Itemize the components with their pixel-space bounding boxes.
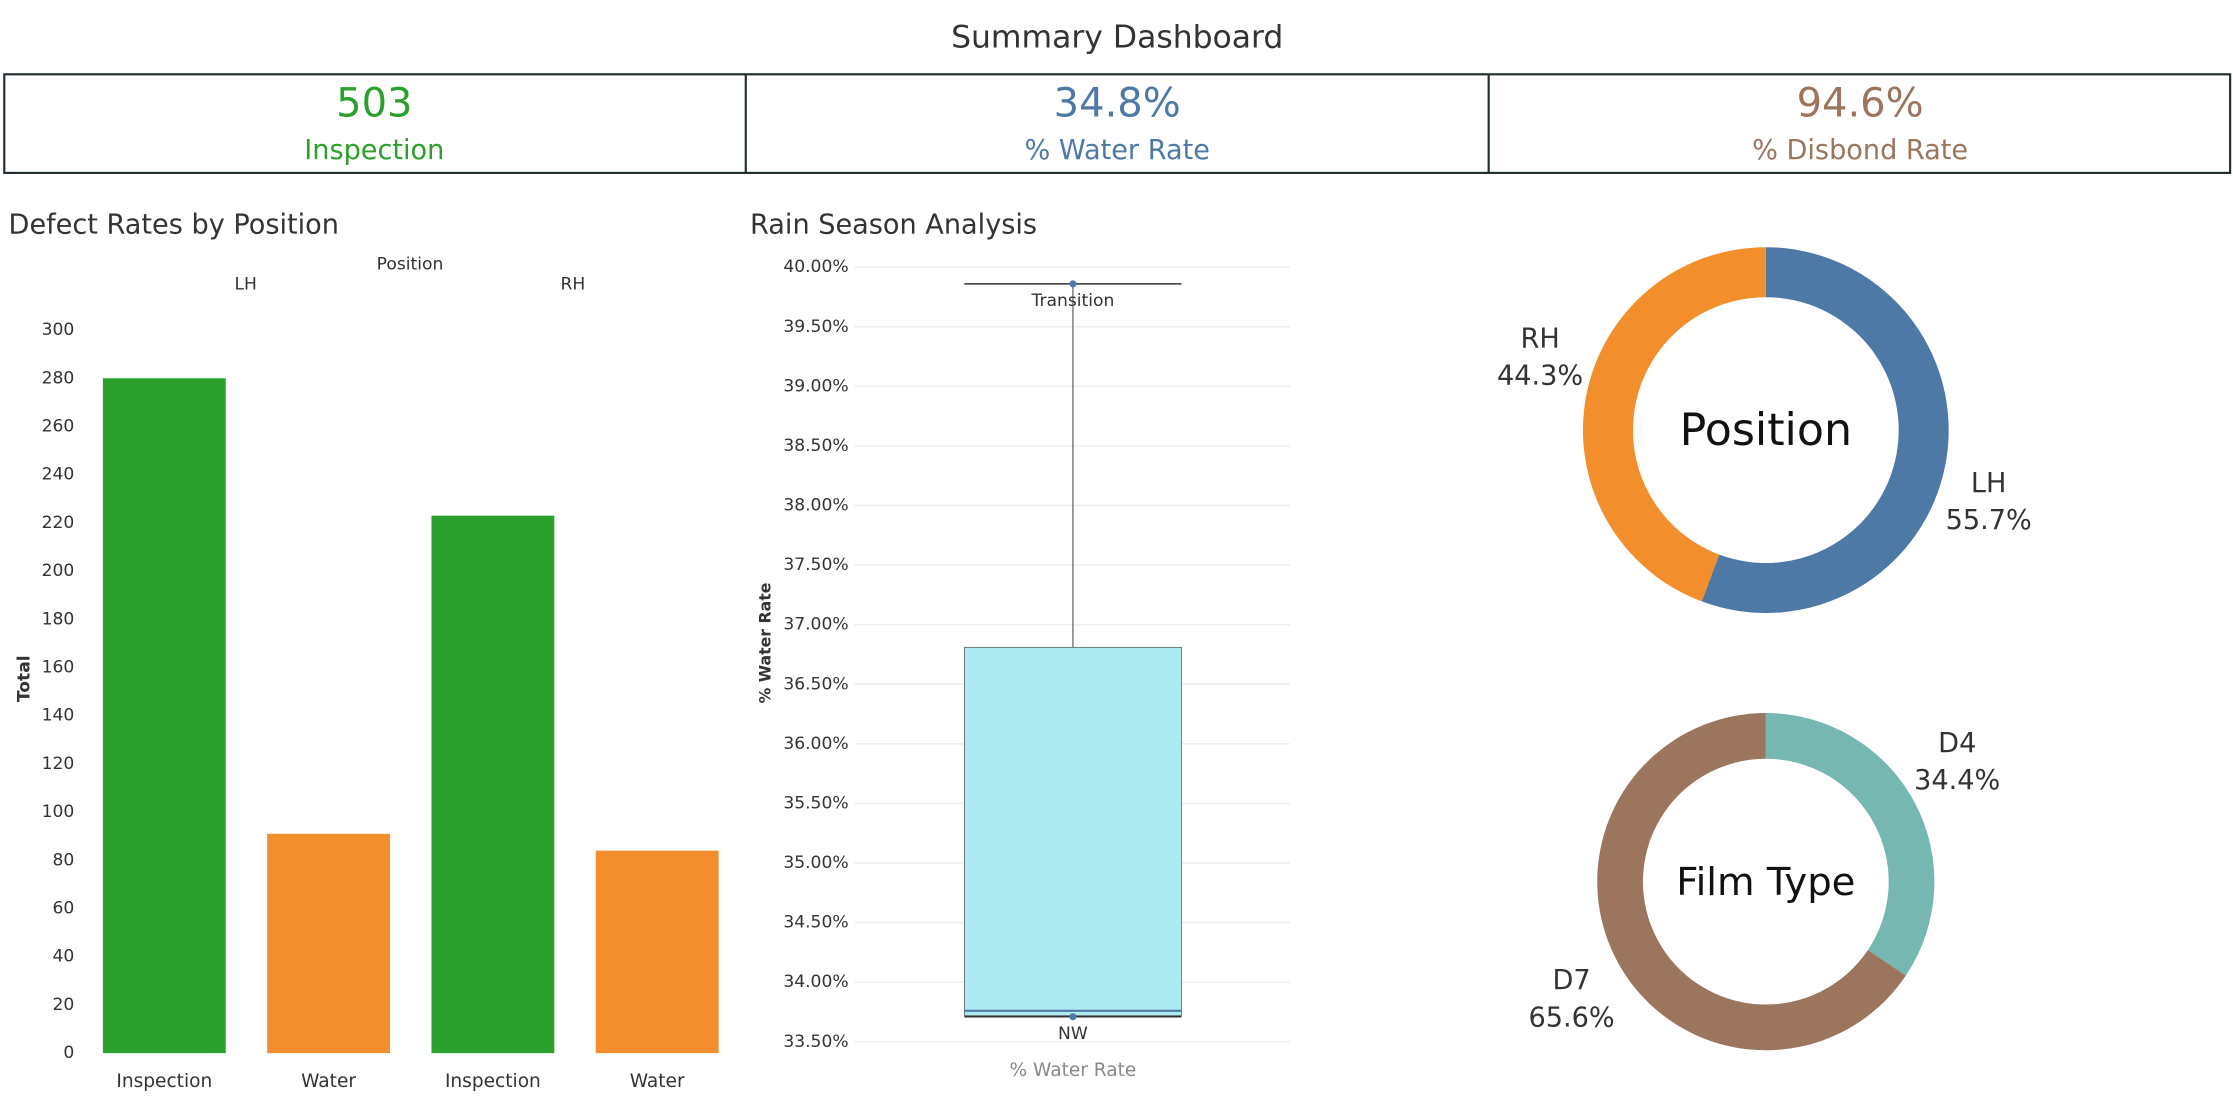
point — [1069, 1013, 1077, 1021]
y-tick-label: 38.00% — [783, 496, 848, 516]
slice-value: 55.7% — [1946, 505, 2032, 536]
dashboard-title: Summary Dashboard — [951, 20, 1283, 56]
donut-slice — [1597, 713, 1906, 1051]
point-label: NW — [1058, 1024, 1088, 1044]
y-tick-label: 80 — [52, 850, 74, 870]
kpi-value: 503 — [336, 81, 412, 127]
kpi-label: % Water Rate — [1025, 135, 1210, 166]
point-label: Transition — [1031, 291, 1115, 311]
chart-title: Defect Rates by Position — [9, 209, 339, 240]
x-tick-label: Inspection — [116, 1071, 212, 1092]
y-tick-label: 100 — [42, 802, 75, 822]
donut-center-label: Position — [1680, 405, 1852, 456]
donut-slice — [1701, 247, 1949, 614]
y-tick-label: 36.00% — [783, 734, 848, 754]
x-tick-label: Water — [630, 1071, 685, 1092]
y-tick-label: 40 — [52, 947, 74, 967]
bar — [267, 833, 391, 1054]
slice-value: 34.4% — [1914, 765, 2000, 796]
donut-slice — [1765, 713, 1935, 976]
box — [963, 646, 1182, 1016]
y-tick-label: 36.50% — [783, 674, 848, 694]
y-tick-label: 300 — [42, 320, 75, 340]
y-tick-label: 40.00% — [783, 257, 848, 277]
y-tick-label: 120 — [42, 754, 75, 774]
kpi-value: 34.8% — [1054, 81, 1181, 127]
slice-value: 44.3% — [1497, 361, 1583, 392]
slice-label: LH — [1971, 468, 2007, 499]
y-tick-label: 0 — [63, 1043, 74, 1063]
y-tick-label: 38.50% — [783, 436, 848, 456]
y-tick-label: 37.50% — [783, 555, 848, 575]
kpi-label: % Disbond Rate — [1752, 135, 1968, 166]
y-tick-label: 60 — [52, 899, 74, 919]
chart-title: Rain Season Analysis — [750, 209, 1037, 240]
y-tick-label: 33.50% — [783, 1032, 848, 1052]
y-axis-label: Total — [14, 655, 34, 702]
y-tick-label: 200 — [42, 561, 75, 581]
donut-slice — [1582, 247, 1766, 602]
y-tick-label: 20 — [52, 995, 74, 1015]
x-axis-label: % Water Rate — [1009, 1060, 1136, 1081]
group-label: RH — [561, 274, 586, 294]
y-tick-label: 220 — [42, 513, 75, 533]
bar — [102, 378, 226, 1054]
slice-label: D7 — [1552, 965, 1590, 996]
y-tick-label: 280 — [42, 368, 75, 388]
y-tick-label: 39.50% — [783, 317, 848, 337]
y-tick-label: 140 — [42, 706, 75, 726]
x-tick-label: Water — [301, 1071, 356, 1092]
slice-label: D4 — [1938, 728, 1976, 759]
slice-label: RH — [1520, 324, 1559, 355]
y-tick-label: 37.00% — [783, 615, 848, 635]
kpi-value: 94.6% — [1797, 81, 1924, 127]
kpi-frame — [3, 73, 2232, 174]
y-tick-label: 35.50% — [783, 793, 848, 813]
y-tick-label: 34.50% — [783, 913, 848, 933]
y-tick-label: 260 — [42, 416, 75, 436]
y-axis-label: % Water Rate — [755, 583, 774, 704]
y-tick-label: 180 — [42, 609, 75, 629]
kpi-label: Inspection — [304, 135, 444, 166]
y-tick-label: 160 — [42, 658, 75, 678]
y-tick-label: 240 — [42, 465, 75, 485]
bar — [595, 850, 719, 1054]
y-tick-label: 39.00% — [783, 376, 848, 396]
x-tick-label: Inspection — [445, 1071, 541, 1092]
slice-value: 65.6% — [1528, 1002, 1614, 1033]
donut-center-label: Film Type — [1676, 860, 1855, 905]
point — [1069, 280, 1077, 288]
y-tick-label: 35.00% — [783, 853, 848, 873]
group-label: LH — [235, 274, 257, 294]
bar — [431, 515, 555, 1054]
group-title: Position — [377, 254, 444, 274]
y-tick-label: 34.00% — [783, 972, 848, 992]
